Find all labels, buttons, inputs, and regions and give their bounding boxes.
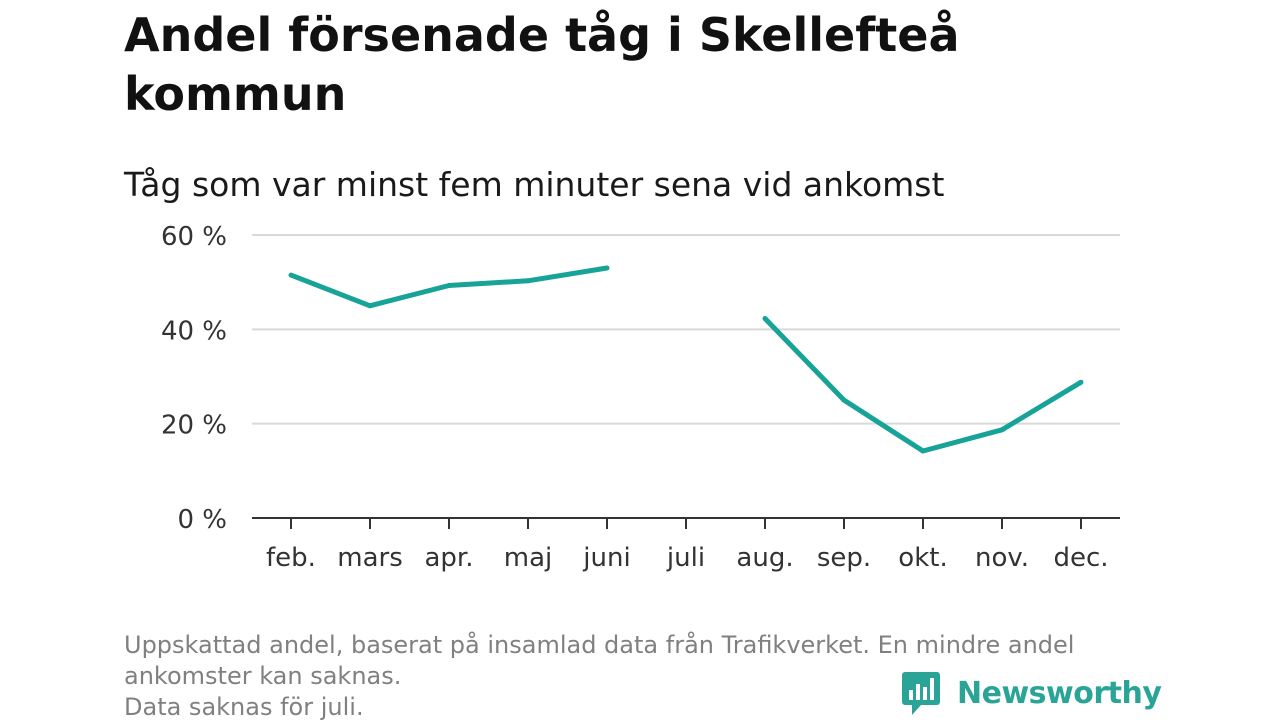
footnote-line: Data saknas för juli. — [124, 693, 364, 721]
data-point — [525, 278, 531, 284]
y-tick-label: 40 % — [161, 316, 227, 346]
bar-chart-speech-bubble-icon — [902, 672, 940, 715]
x-tick-label: juli — [666, 543, 705, 573]
data-point — [762, 316, 768, 321]
chart-subtitle: Tåg som var minst fem minuter sena vid a… — [124, 165, 945, 204]
footnote-line: Uppskattad andel, baserat på insamlad da… — [124, 631, 1075, 659]
y-tick-label: 20 % — [161, 411, 227, 441]
data-point — [1078, 379, 1084, 385]
newsworthy-logo: Newsworthy — [901, 670, 1162, 716]
x-tick-label: juni — [582, 543, 630, 573]
x-tick-label: maj — [504, 543, 552, 573]
data-point — [604, 265, 610, 271]
data-point — [288, 272, 294, 278]
x-axis: feb. mars apr. maj juni juli aug. sep. okt. nov. d… — [252, 517, 1120, 573]
y-tick-label: 0 % — [177, 505, 227, 535]
x-tick-label: apr. — [424, 543, 473, 573]
x-tick-label: aug. — [736, 543, 793, 573]
x-tick-label: feb. — [266, 543, 316, 573]
line-chart: 0 % 20 % 40 % 60 % feb. mars apr. maj juni juli a… — [161, 222, 1120, 573]
x-tick-label: okt. — [898, 543, 947, 573]
data-series — [288, 265, 1084, 454]
footnote: Uppskattad andel, baserat på insamlad da… — [124, 630, 1164, 723]
data-point — [446, 283, 452, 288]
y-axis: 0 % 20 % 40 % 60 % — [161, 222, 227, 535]
footnote-line: ankomster kan saknas. — [124, 662, 402, 690]
gridlines — [252, 234, 1120, 425]
data-point — [999, 427, 1005, 433]
brand-name: Newsworthy — [957, 675, 1162, 711]
data-point — [920, 448, 926, 454]
x-tick-label: mars — [337, 543, 403, 573]
data-point — [367, 303, 373, 309]
chart-title: Andel försenade tåg i Skellefteå kommun — [124, 8, 960, 121]
x-tick-label: sep. — [817, 543, 871, 573]
x-tick-label: nov. — [975, 543, 1029, 573]
x-tick-label: dec. — [1053, 543, 1108, 573]
y-tick-label: 60 % — [161, 222, 227, 252]
data-point — [841, 397, 847, 403]
